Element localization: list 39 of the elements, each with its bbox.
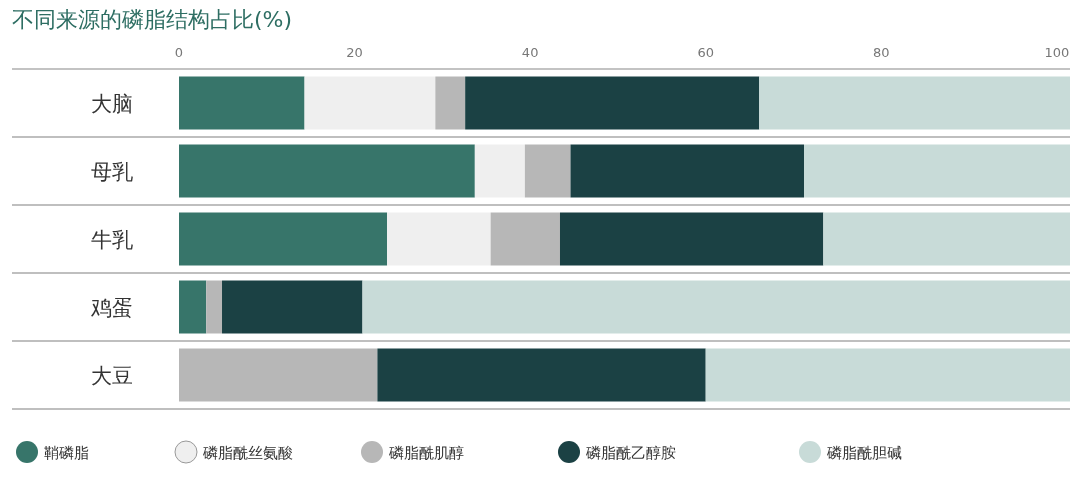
bar <box>490 212 560 266</box>
bar <box>435 76 466 130</box>
y-tick-label: 牛乳 <box>91 228 133 252</box>
legend-label: 磷脂酰丝氨酸 <box>202 444 293 462</box>
y-tick-label: 大豆 <box>91 364 133 388</box>
bar <box>474 144 525 198</box>
bar <box>524 144 571 198</box>
bar <box>179 212 388 266</box>
bar <box>179 348 378 402</box>
bar <box>387 212 491 266</box>
bar <box>179 144 475 198</box>
y-tick-label: 大脑 <box>91 92 133 116</box>
bar <box>206 280 223 334</box>
bar <box>179 76 305 130</box>
x-tick-label: 40 <box>521 45 539 60</box>
legend-label: 磷脂酰胆碱 <box>826 444 902 462</box>
bar <box>377 348 706 402</box>
x-tick-label: 0 <box>174 45 184 60</box>
bar <box>759 76 1070 130</box>
bar <box>559 212 824 266</box>
legend-label: 磷脂酰乙醇胺 <box>585 444 676 462</box>
chart-title: 不同来源的磷脂结构占比(%) <box>12 7 293 32</box>
x-tick-label: 100 <box>1044 45 1070 60</box>
bar <box>362 280 1070 334</box>
legend-label: 磷脂酰肌醇 <box>388 444 464 462</box>
bar <box>465 76 760 130</box>
bar <box>823 212 1070 266</box>
bar <box>570 144 805 198</box>
x-tick-label: 20 <box>346 45 363 60</box>
x-tick-label: 80 <box>872 45 890 60</box>
legend-label: 鞘磷脂 <box>44 444 89 462</box>
bar <box>705 348 1070 402</box>
bar <box>804 144 1070 198</box>
y-tick-label: 母乳 <box>91 160 133 184</box>
x-tick-label: 60 <box>697 45 714 60</box>
bar <box>222 280 363 334</box>
bar <box>304 76 436 130</box>
y-tick-label: 鸡蛋 <box>90 296 133 320</box>
bar <box>179 280 207 334</box>
